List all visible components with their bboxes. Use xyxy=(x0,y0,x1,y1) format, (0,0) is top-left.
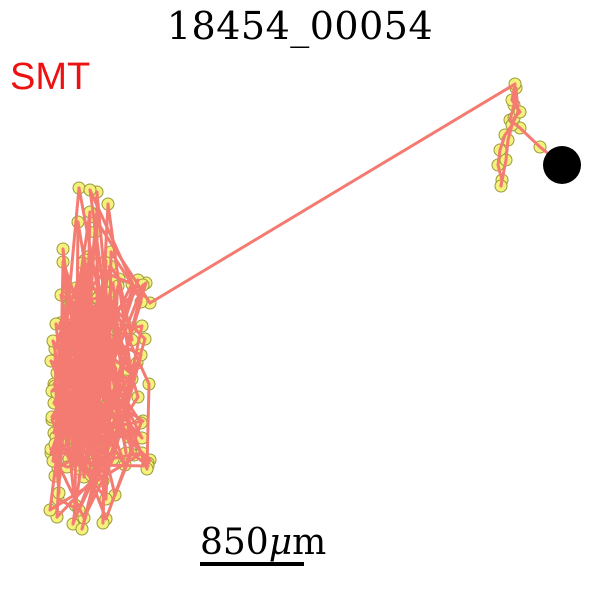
trajectory-segment xyxy=(81,261,134,286)
scale-value: 850 xyxy=(200,522,269,563)
trajectory-segment xyxy=(85,446,102,468)
trajectory-segment xyxy=(51,459,69,469)
trajectory-segment xyxy=(504,138,510,162)
trajectory-segment xyxy=(72,261,85,414)
trajectory-segment xyxy=(148,82,517,305)
trajectory-segment xyxy=(496,148,502,167)
trajectory-segment xyxy=(508,103,516,122)
scale-label: 850μm xyxy=(200,522,326,563)
trajectory-segment xyxy=(65,347,103,460)
trajectory-segment xyxy=(75,408,87,456)
trajectory-segment xyxy=(77,426,120,512)
trajectory-segment xyxy=(498,133,507,152)
trajectory-segment xyxy=(110,301,151,386)
trajectory-segment xyxy=(116,328,140,399)
trajectory-segment xyxy=(94,395,140,464)
trajectory-segment xyxy=(56,497,81,512)
figure-title: 18454_00054 xyxy=(166,4,434,48)
trajectory-segment xyxy=(86,319,108,384)
trajectory-segment xyxy=(145,382,151,471)
trajectory-segment xyxy=(68,296,100,305)
trajectory-segment xyxy=(48,397,66,512)
trajectory-segment xyxy=(51,339,107,420)
trajectory-segment xyxy=(518,126,542,149)
scale-bar xyxy=(200,562,304,566)
trajectory-segment xyxy=(510,98,522,114)
trajectory-segment xyxy=(82,300,88,384)
end-marker xyxy=(543,146,581,184)
trajectory-segment xyxy=(65,451,144,469)
trajectory-segment xyxy=(82,457,115,520)
method-label: SMT xyxy=(10,56,91,98)
scale-unit: m xyxy=(292,522,327,563)
scale-unit-prefix: μ xyxy=(268,522,293,563)
trajectory-segment xyxy=(103,300,143,420)
trajectory-segment xyxy=(48,451,144,512)
trajectory-segment xyxy=(51,339,77,441)
trajectory-segment xyxy=(82,300,109,347)
trajectory-segment xyxy=(109,250,135,288)
trajectory-segment xyxy=(88,188,128,455)
trajectory-segment xyxy=(499,158,508,188)
trajectory-segment xyxy=(88,188,143,304)
trajectory-segment xyxy=(506,116,516,142)
trajectory-lines xyxy=(48,82,564,531)
trajectory-segment xyxy=(77,186,109,340)
trajectory-segment xyxy=(55,371,79,456)
trajectory-segment xyxy=(510,82,517,102)
trajectory-segment xyxy=(51,210,92,463)
